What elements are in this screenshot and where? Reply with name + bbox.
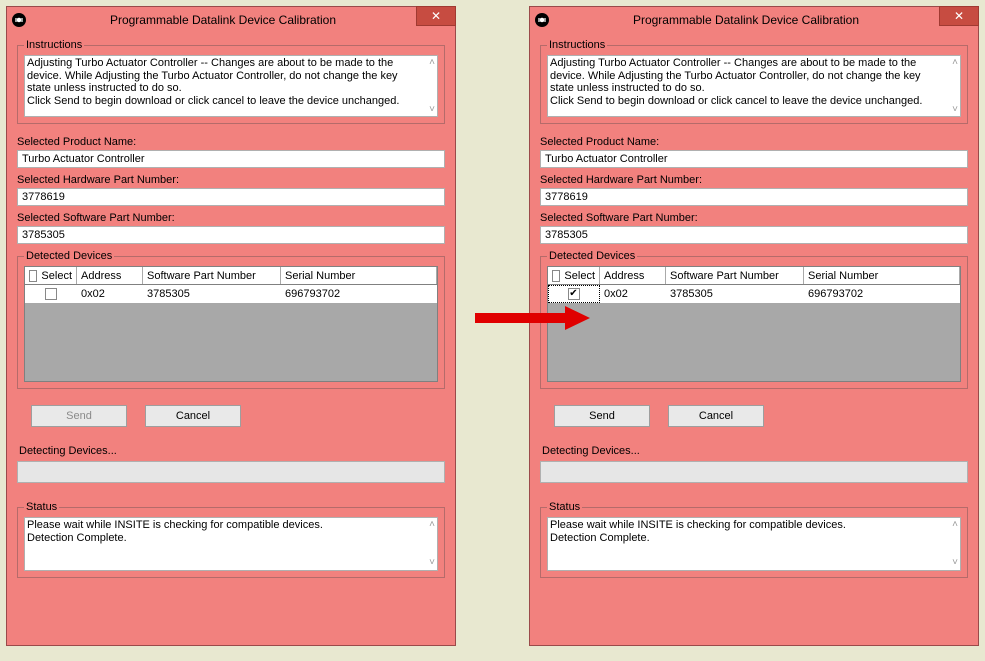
scroll-down-icon: ˅ <box>952 557 958 569</box>
col-software[interactable]: Software Part Number <box>143 267 281 284</box>
col-address[interactable]: Address <box>600 267 666 284</box>
scroll-up-icon: ˄ <box>429 519 435 531</box>
row-checkbox[interactable] <box>45 288 57 300</box>
row-software: 3785305 <box>666 285 804 303</box>
devices-legend: Detected Devices <box>24 250 114 262</box>
status-legend: Status <box>24 501 59 513</box>
cancel-button[interactable]: Cancel <box>145 405 241 427</box>
close-button[interactable]: ✕ <box>939 6 979 26</box>
devices-table: Select Address Software Part Number Seri… <box>547 266 961 382</box>
button-row: Send Cancel <box>31 405 445 427</box>
app-icon <box>534 12 550 28</box>
dialog-left: Programmable Datalink Device Calibration… <box>6 6 456 646</box>
product-label: Selected Product Name: <box>17 136 445 148</box>
product-value: Turbo Actuator Controller <box>540 150 968 168</box>
hw-value: 3778619 <box>540 188 968 206</box>
row-serial: 696793702 <box>281 285 437 303</box>
close-icon: ✕ <box>431 9 441 23</box>
instructions-group: Instructions Adjusting Turbo Actuator Co… <box>17 39 445 124</box>
col-serial[interactable]: Serial Number <box>804 267 960 284</box>
sw-label: Selected Software Part Number: <box>17 212 445 224</box>
row-address: 0x02 <box>600 285 666 303</box>
row-checkbox[interactable]: ✔ <box>568 288 580 300</box>
window-title: Programmable Datalink Device Calibration <box>31 13 455 27</box>
sw-label: Selected Software Part Number: <box>540 212 968 224</box>
table-header: Select Address Software Part Number Seri… <box>25 267 437 285</box>
close-icon: ✕ <box>954 9 964 23</box>
button-row: Send Cancel <box>554 405 968 427</box>
col-select[interactable]: Select <box>25 267 77 284</box>
select-all-checkbox[interactable] <box>552 270 560 282</box>
instructions-group: Instructions Adjusting Turbo Actuator Co… <box>540 39 968 124</box>
product-value: Turbo Actuator Controller <box>17 150 445 168</box>
hw-label: Selected Hardware Part Number: <box>17 174 445 186</box>
devices-legend: Detected Devices <box>547 250 637 262</box>
product-label: Selected Product Name: <box>540 136 968 148</box>
scroll-up-icon: ˄ <box>429 57 435 69</box>
instructions-text: Adjusting Turbo Actuator Controller -- C… <box>547 55 961 117</box>
row-serial: 696793702 <box>804 285 960 303</box>
instructions-legend: Instructions <box>547 39 607 51</box>
send-button[interactable]: Send <box>31 405 127 427</box>
dialog-right: Programmable Datalink Device Calibration… <box>529 6 979 646</box>
progress-bar <box>17 461 445 483</box>
titlebar: Programmable Datalink Device Calibration… <box>7 7 455 33</box>
progress-bar <box>540 461 968 483</box>
sw-value: 3785305 <box>17 226 445 244</box>
cancel-button[interactable]: Cancel <box>668 405 764 427</box>
titlebar: Programmable Datalink Device Calibration… <box>530 7 978 33</box>
col-software[interactable]: Software Part Number <box>666 267 804 284</box>
row-software: 3785305 <box>143 285 281 303</box>
scroll-down-icon: ˅ <box>952 104 958 116</box>
instructions-legend: Instructions <box>24 39 84 51</box>
hw-value: 3778619 <box>17 188 445 206</box>
col-address[interactable]: Address <box>77 267 143 284</box>
window-title: Programmable Datalink Device Calibration <box>554 13 978 27</box>
sw-value: 3785305 <box>540 226 968 244</box>
hw-label: Selected Hardware Part Number: <box>540 174 968 186</box>
col-select[interactable]: Select <box>548 267 600 284</box>
scroll-up-icon: ˄ <box>952 519 958 531</box>
status-group: Status Please wait while INSITE is check… <box>540 501 968 578</box>
table-row[interactable]: 0x02 3785305 696793702 <box>25 285 437 303</box>
close-button[interactable]: ✕ <box>416 6 456 26</box>
send-button[interactable]: Send <box>554 405 650 427</box>
scroll-down-icon: ˅ <box>429 557 435 569</box>
row-address: 0x02 <box>77 285 143 303</box>
table-header: Select Address Software Part Number Seri… <box>548 267 960 285</box>
status-group: Status Please wait while INSITE is check… <box>17 501 445 578</box>
status-text: Please wait while INSITE is checking for… <box>24 517 438 571</box>
table-row[interactable]: ✔ 0x02 3785305 696793702 <box>548 285 960 303</box>
scroll-up-icon: ˄ <box>952 57 958 69</box>
app-icon <box>11 12 27 28</box>
detecting-label: Detecting Devices... <box>542 445 968 457</box>
col-serial[interactable]: Serial Number <box>281 267 437 284</box>
detecting-label: Detecting Devices... <box>19 445 445 457</box>
status-text: Please wait while INSITE is checking for… <box>547 517 961 571</box>
instructions-text: Adjusting Turbo Actuator Controller -- C… <box>24 55 438 117</box>
devices-table: Select Address Software Part Number Seri… <box>24 266 438 382</box>
devices-group: Detected Devices Select Address Software… <box>17 250 445 389</box>
status-legend: Status <box>547 501 582 513</box>
devices-group: Detected Devices Select Address Software… <box>540 250 968 389</box>
select-all-checkbox[interactable] <box>29 270 37 282</box>
scroll-down-icon: ˅ <box>429 104 435 116</box>
